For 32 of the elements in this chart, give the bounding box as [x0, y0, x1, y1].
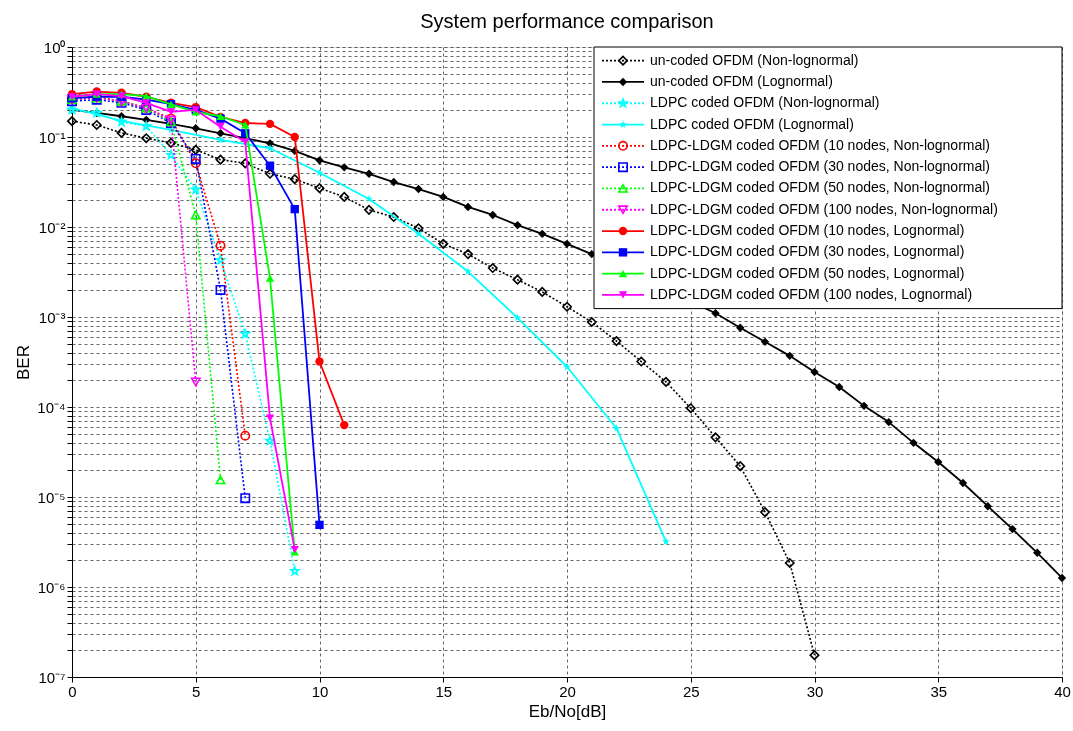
- legend-label: LDPC-LDGM coded OFDM (100 nodes, Non-lognormal): [650, 200, 998, 217]
- legend-label: LDPC-LDGM coded OFDM (10 nodes, Non-lognormal): [650, 136, 991, 153]
- y-tick-label: 10⁻¹: [38, 128, 66, 146]
- legend-label: LDPC-LDGM coded OFDM (30 nodes, Non-lognormal): [650, 158, 991, 175]
- legend-label: LDPC-LDGM coded OFDM (50 nodes, Lognormal): [650, 264, 965, 281]
- chart-title: System performance comparison: [420, 10, 714, 32]
- x-tick-label: 25: [682, 682, 700, 700]
- y-tick-label: 10⁻³: [38, 308, 66, 326]
- x-tick-label: 15: [435, 682, 453, 700]
- x-tick-label: 20: [559, 682, 576, 700]
- x-tick-label: 0: [68, 682, 77, 700]
- y-axis-title: BER: [14, 345, 34, 380]
- legend-label: LDPC-LDGM coded OFDM (100 nodes, Lognormal): [650, 285, 973, 302]
- legend-label: LDPC-LDGM coded OFDM (30 nodes, Lognormal): [650, 243, 965, 260]
- y-tick-label: 10⁻⁵: [37, 488, 66, 506]
- legend-label: un-coded OFDM (Non-lognormal): [650, 51, 859, 68]
- legend-label: LDPC-LDGM coded OFDM (10 nodes, Lognormal): [650, 222, 965, 239]
- x-tick-label: 30: [806, 682, 824, 700]
- legend-label: LDPC coded OFDM (Non-lognormal): [650, 94, 880, 111]
- x-axis-title: Eb/No[dB]: [528, 701, 607, 721]
- x-tick-label: 35: [930, 682, 948, 700]
- legend-label: LDPC coded OFDM (Lognormal): [650, 115, 854, 132]
- x-tick-label: 5: [192, 682, 201, 700]
- y-tick-label: 10⁻⁴: [37, 398, 66, 416]
- x-tick-label: 10: [311, 682, 329, 700]
- x-tick-label: 40: [1054, 682, 1071, 700]
- y-tick-label: 10⁻⁶: [37, 578, 66, 596]
- y-tick-label: 10⁻²: [38, 218, 66, 236]
- y-tick-label: 10⁰: [43, 38, 66, 56]
- legend-label: un-coded OFDM (Lognormal): [650, 72, 833, 89]
- y-tick-label: 10⁻⁷: [38, 668, 66, 686]
- legend-label: LDPC-LDGM coded OFDM (50 nodes, Non-lognormal): [650, 179, 991, 196]
